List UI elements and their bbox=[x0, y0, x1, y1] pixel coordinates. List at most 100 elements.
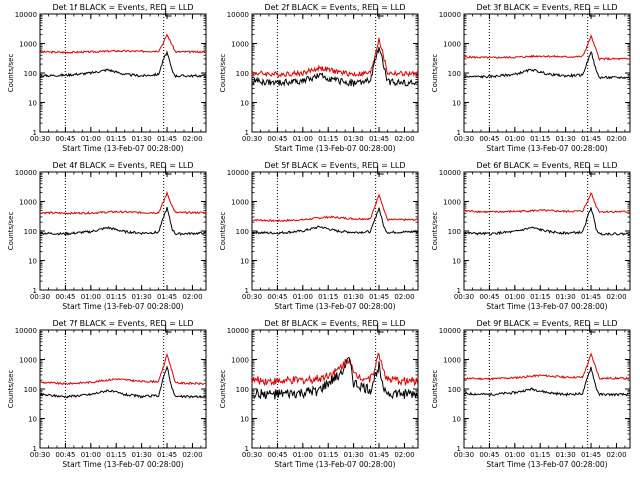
x-tick-label: 00:45 bbox=[55, 293, 75, 301]
y-tick-label: 10000 bbox=[15, 327, 37, 335]
y-tick-label: 100 bbox=[236, 70, 249, 78]
y-tick-label: 10 bbox=[240, 416, 249, 424]
x-tick-label: 02:00 bbox=[394, 293, 414, 301]
panel-title: Det 2f BLACK = Events, RED = LLD bbox=[264, 3, 405, 12]
y-tick-label: 1 bbox=[245, 445, 249, 453]
x-axis-label: Start Time (13-Feb-07 00:28:00) bbox=[486, 144, 607, 153]
x-tick-label: 01:15 bbox=[530, 293, 550, 301]
x-axis-label: Start Time (13-Feb-07 00:28:00) bbox=[62, 144, 183, 153]
events-series-line bbox=[463, 50, 630, 80]
y-tick-label: 1000 bbox=[19, 357, 37, 365]
x-tick-label: 01:00 bbox=[293, 135, 313, 143]
events-series-line bbox=[39, 206, 207, 236]
lld-series-line bbox=[39, 353, 207, 386]
x-axis-label: Start Time (13-Feb-07 00:28:00) bbox=[274, 302, 395, 311]
x-tick-label: 02:00 bbox=[394, 451, 414, 459]
x-tick-label: 01:00 bbox=[81, 293, 101, 301]
y-tick-label: 1 bbox=[245, 129, 249, 137]
x-axis-label: Start Time (13-Feb-07 00:28:00) bbox=[274, 144, 395, 153]
lld-series-line bbox=[463, 192, 631, 214]
y-tick-label: 1 bbox=[457, 445, 461, 453]
x-tick-label: 01:30 bbox=[132, 293, 152, 301]
x-tick-label: 01:45 bbox=[581, 293, 601, 301]
x-tick-label: 00:45 bbox=[267, 135, 287, 143]
y-tick-label: 10000 bbox=[227, 169, 249, 177]
panel-title: Det 9f BLACK = Events, RED = LLD bbox=[476, 319, 617, 328]
x-axis-label: Start Time (13-Feb-07 00:28:00) bbox=[62, 460, 183, 469]
y-tick-label: 10 bbox=[240, 100, 249, 108]
x-tick-label: 01:15 bbox=[318, 135, 338, 143]
y-tick-label: 1000 bbox=[231, 199, 249, 207]
y-tick-label: 10000 bbox=[15, 11, 37, 19]
y-tick-label: 10 bbox=[452, 258, 461, 266]
y-axis-label: Counts/sec bbox=[219, 370, 227, 409]
detector-panel: Det 4f BLACK = Events, RED = LLD 1 10 100 10… bbox=[7, 161, 207, 311]
detector-panel: Det 1f BLACK = Events, RED = LLD 1 10 100 10… bbox=[7, 3, 207, 153]
x-tick-label: 01:00 bbox=[505, 135, 525, 143]
x-tick-label: 01:30 bbox=[556, 135, 576, 143]
y-tick-label: 100 bbox=[448, 386, 461, 394]
x-tick-label: 01:15 bbox=[318, 451, 338, 459]
y-tick-label: 10 bbox=[28, 416, 37, 424]
y-tick-label: 1000 bbox=[443, 199, 461, 207]
x-tick-label: 01:30 bbox=[344, 135, 364, 143]
lld-series-line bbox=[251, 193, 419, 223]
lld-series-line bbox=[463, 33, 631, 61]
panel-title: Det 3f BLACK = Events, RED = LLD bbox=[476, 3, 617, 12]
y-axis-label: Counts/sec bbox=[7, 370, 15, 409]
flare-marker bbox=[589, 8, 596, 17]
x-axis-label: Start Time (13-Feb-07 00:28:00) bbox=[62, 302, 183, 311]
x-tick-label: 02:00 bbox=[182, 293, 202, 301]
detector-panel: Det 9f BLACK = Events, RED = LLD 1 10 100 10… bbox=[431, 319, 631, 469]
x-tick-label: 02:00 bbox=[182, 135, 202, 143]
x-tick-label: 01:45 bbox=[581, 451, 601, 459]
panel-title: Det 5f BLACK = Events, RED = LLD bbox=[264, 161, 405, 170]
events-series-line bbox=[39, 50, 206, 79]
plot-frame bbox=[39, 171, 207, 291]
x-tick-label: 00:45 bbox=[267, 451, 287, 459]
x-axis-label: Start Time (13-Feb-07 00:28:00) bbox=[274, 460, 395, 469]
y-tick-label: 1000 bbox=[19, 41, 37, 49]
y-tick-label: 100 bbox=[236, 386, 249, 394]
flare-marker bbox=[589, 166, 596, 175]
y-tick-label: 100 bbox=[24, 70, 37, 78]
y-tick-label: 100 bbox=[24, 386, 37, 394]
x-tick-label: 01:30 bbox=[556, 293, 576, 301]
x-tick-label: 02:00 bbox=[606, 135, 626, 143]
y-tick-label: 100 bbox=[236, 228, 249, 236]
x-tick-label: 00:30 bbox=[242, 451, 262, 459]
detector-panel: Det 3f BLACK = Events, RED = LLD 1 10 100 10… bbox=[431, 3, 631, 153]
x-tick-label: 00:30 bbox=[454, 293, 474, 301]
x-tick-label: 01:15 bbox=[530, 135, 550, 143]
x-tick-label: 02:00 bbox=[606, 451, 626, 459]
y-axis-label: Counts/sec bbox=[219, 212, 227, 251]
panel-title: Det 1f BLACK = Events, RED = LLD bbox=[52, 3, 193, 12]
x-tick-label: 01:45 bbox=[581, 135, 601, 143]
x-tick-label: 01:30 bbox=[556, 451, 576, 459]
y-tick-label: 10000 bbox=[15, 169, 37, 177]
y-tick-label: 1 bbox=[33, 129, 37, 137]
x-tick-label: 01:15 bbox=[106, 451, 126, 459]
y-axis-label: Counts/sec bbox=[431, 370, 439, 409]
y-tick-label: 1 bbox=[33, 287, 37, 295]
y-tick-label: 100 bbox=[448, 228, 461, 236]
x-tick-label: 01:15 bbox=[318, 293, 338, 301]
x-tick-label: 01:15 bbox=[530, 451, 550, 459]
y-tick-label: 1 bbox=[245, 287, 249, 295]
events-series-line bbox=[463, 366, 631, 397]
x-tick-label: 00:30 bbox=[454, 451, 474, 459]
x-tick-label: 01:45 bbox=[157, 451, 177, 459]
plot-frame bbox=[39, 329, 207, 449]
flare-marker bbox=[377, 166, 384, 175]
plot-frame bbox=[39, 13, 207, 133]
x-tick-label: 01:00 bbox=[81, 135, 101, 143]
y-tick-label: 10000 bbox=[439, 169, 461, 177]
x-tick-label: 01:15 bbox=[106, 293, 126, 301]
y-tick-label: 10000 bbox=[227, 11, 249, 19]
x-tick-label: 01:00 bbox=[505, 293, 525, 301]
lld-series-line bbox=[39, 190, 207, 215]
panel-title: Det 6f BLACK = Events, RED = LLD bbox=[476, 161, 617, 170]
y-tick-label: 100 bbox=[448, 70, 461, 78]
flare-marker bbox=[165, 324, 172, 333]
